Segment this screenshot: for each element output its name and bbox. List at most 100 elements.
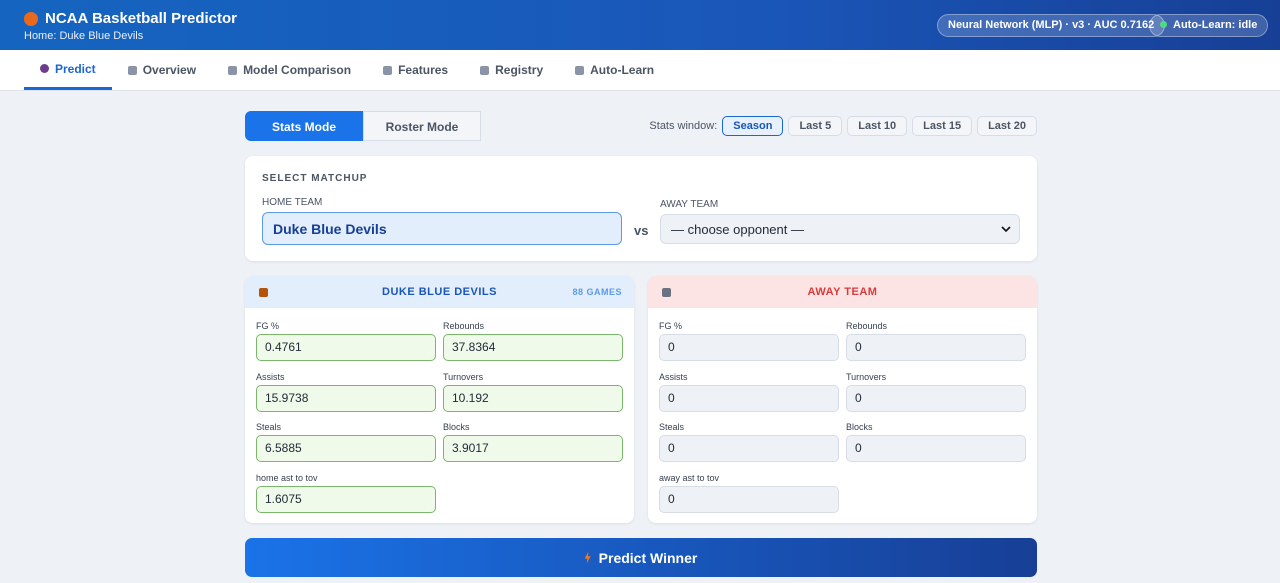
stat-input[interactable]: 10.192	[443, 384, 623, 412]
tab[interactable]: Auto-Learn	[559, 50, 670, 90]
away-panel-header: AWAY TEAM	[648, 276, 1037, 308]
stat-label: Rebounds	[846, 321, 888, 331]
stat-field: away ast to tov 0	[659, 473, 839, 513]
home-panel: DUKE BLUE DEVILS 88 GAMES FG % 0.4761 Rebo…	[245, 276, 634, 523]
matchup-card: SELECT MATCHUP HOME TEAM Duke Blue Devil…	[245, 156, 1037, 261]
home-panel-title: DUKE BLUE DEVILS	[382, 286, 497, 298]
away-team-select[interactable]: — choose opponent —	[660, 214, 1020, 244]
window-option[interactable]: Last 20	[977, 116, 1037, 136]
tab-label: Registry	[495, 63, 544, 77]
stat-field: Assists 0	[659, 372, 839, 412]
tab[interactable]: Predict	[24, 50, 112, 90]
subtitle: Home: Duke Blue Devils	[24, 30, 144, 42]
stat-field: Turnovers 0	[846, 372, 1026, 412]
away-label: AWAY TEAM	[660, 199, 719, 210]
stat-label: Turnovers	[846, 371, 887, 382]
autolearn-badge: Auto-Learn: idle	[1149, 14, 1269, 37]
stat-field: FG % 0	[659, 321, 839, 361]
stats-window: Stats window: Season Last 5 Last 10 Last 15 L…	[649, 116, 1037, 136]
home-icon	[259, 288, 268, 297]
stat-label: Steals	[659, 422, 685, 432]
app-title: NCAA Basketball Predictor	[24, 10, 237, 27]
games-count: 88 GAMES	[572, 287, 622, 297]
stat-input[interactable]: 0.4761	[256, 334, 436, 361]
tab[interactable]: Features	[367, 50, 464, 90]
stat-field: Steals 6.5885	[256, 422, 436, 462]
tab-icon	[228, 65, 238, 75]
stat-field: home ast to tov 1.6075	[256, 473, 436, 513]
stat-input[interactable]: 0	[659, 485, 839, 513]
stat-input[interactable]: 1.6075	[256, 485, 436, 513]
mode-toggle: Stats Mode Roster Mode Stats window: Season…	[245, 111, 1037, 141]
stat-label: FG %	[659, 321, 683, 331]
tab-label: Model Comparison	[243, 63, 352, 77]
tab[interactable]: Model Comparison	[212, 50, 367, 90]
home-team-input[interactable]: Duke Blue Devils	[262, 212, 622, 245]
model-badge: Neural Network (MLP) · v3 · AUC 0.7162	[937, 14, 1166, 37]
away-panel: AWAY TEAM FG % 0 Rebounds 0 Assists 0 Turnover…	[648, 276, 1037, 523]
tab-label: Overview	[142, 63, 197, 77]
window-option[interactable]: Last 5	[788, 116, 843, 136]
stat-field: Rebounds 37.8364	[443, 321, 623, 361]
stat-input[interactable]: 0	[659, 334, 839, 361]
stat-label: Steals	[256, 422, 282, 432]
tab-icon	[383, 65, 393, 75]
stat-field: Blocks 3.9017	[443, 422, 623, 462]
tab-label: Predict	[55, 61, 96, 76]
tab-icon	[40, 64, 49, 73]
predict-text: Predict Winner	[598, 549, 698, 566]
tab[interactable]: Overview	[112, 50, 212, 90]
tab[interactable]: Registry	[464, 50, 559, 90]
stat-field: FG % 0.4761	[256, 321, 436, 361]
away-icon	[662, 288, 671, 297]
tab-bar: Predict Overview Model Comparison Features R…	[0, 50, 1280, 91]
stat-field: Turnovers 10.192	[443, 372, 623, 412]
stat-label: Assists	[659, 371, 688, 382]
stat-label: home ast to tov	[256, 472, 318, 483]
away-panel-title: AWAY TEAM	[807, 286, 878, 298]
stat-label: Rebounds	[443, 321, 485, 331]
stat-input[interactable]: 0	[846, 435, 1026, 462]
stat-label: Blocks	[846, 422, 873, 432]
stat-label: FG %	[256, 321, 280, 331]
window-option[interactable]: Last 10	[847, 116, 908, 136]
stat-input[interactable]: 0	[659, 435, 839, 462]
window-option[interactable]: Season	[722, 116, 784, 136]
tab-icon	[575, 65, 585, 75]
stat-label: away ast to tov	[659, 472, 720, 483]
matchup-heading: SELECT MATCHUP	[262, 173, 368, 184]
title-text: NCAA Basketball Predictor	[45, 10, 237, 27]
predict-button[interactable]: Predict Winner	[245, 538, 1037, 577]
stat-input[interactable]: 0	[846, 334, 1026, 361]
vs: vs	[634, 223, 649, 238]
header: NCAA Basketball Predictor Home: Duke Blu…	[0, 0, 1280, 50]
stat-label: Turnovers	[443, 371, 484, 382]
stat-label: Blocks	[443, 422, 470, 432]
stat-field: Rebounds 0	[846, 321, 1026, 361]
tab-label: Features	[398, 63, 449, 77]
stat-input[interactable]: 0	[659, 384, 839, 412]
autolearn-text: Auto-Learn: idle	[1173, 19, 1258, 31]
window-option[interactable]: Last 15	[912, 116, 973, 136]
home-panel-header: DUKE BLUE DEVILS 88 GAMES	[245, 276, 634, 308]
mode-button[interactable]: Roster Mode	[363, 111, 481, 141]
tab-icon	[127, 65, 137, 75]
stat-input[interactable]: 3.9017	[443, 435, 623, 462]
stat-field: Blocks 0	[846, 422, 1026, 462]
stat-field: Assists 15.9738	[256, 372, 436, 412]
stat-field: Steals 0	[659, 422, 839, 462]
bolt-icon	[584, 551, 591, 564]
mode-button[interactable]: Stats Mode	[245, 111, 363, 141]
tab-icon	[480, 65, 490, 75]
away-placeholder: — choose opponent —	[671, 221, 804, 237]
chevron	[1001, 226, 1011, 233]
stat-input[interactable]: 6.5885	[256, 435, 436, 462]
stat-input[interactable]: 15.9738	[256, 384, 436, 412]
tab-label: Auto-Learn	[590, 63, 655, 77]
home-label: HOME TEAM	[262, 197, 323, 208]
stat-input[interactable]: 0	[846, 384, 1026, 412]
stats-window-label: Stats window:	[649, 120, 718, 132]
stat-label: Assists	[256, 371, 285, 382]
stat-input[interactable]: 37.8364	[443, 334, 623, 361]
